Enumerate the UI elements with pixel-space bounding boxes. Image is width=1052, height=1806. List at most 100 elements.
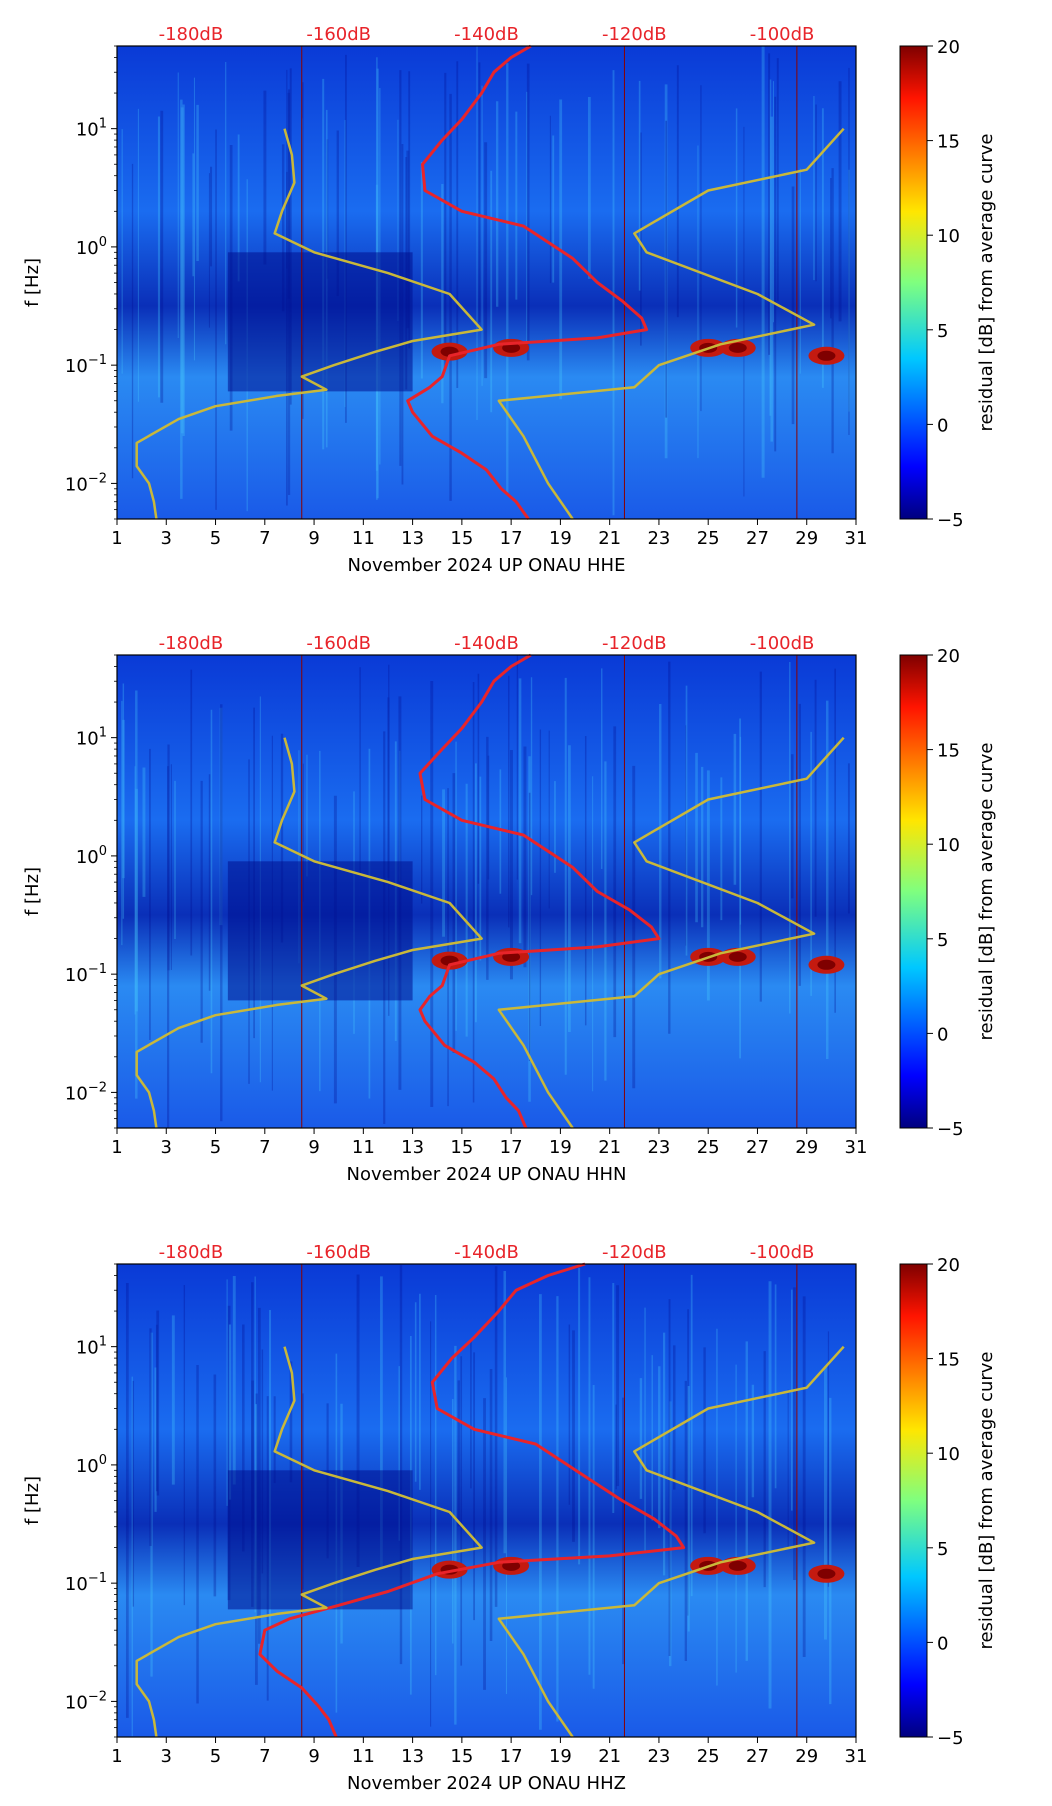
x-tick-label: 7 [259,1746,270,1767]
y-tick-label: 100 [76,1453,107,1477]
average-psd-curve [258,1262,686,1738]
x-tick-label: 11 [352,1137,375,1158]
x-tick-label: 27 [746,1137,769,1158]
x-tick-label: 13 [401,528,424,549]
colorbar-tick-label: 0 [937,415,948,436]
x-tick-label: 15 [450,1137,473,1158]
top-db-label: -100dB [750,24,815,45]
microseism-core [502,951,521,962]
x-tick-label: 21 [598,528,621,549]
colorbar-tick-label: 20 [937,37,960,58]
x-tick-label: 19 [549,528,572,549]
y-tick-label: 10−2 [65,471,107,495]
colorbar-tick-label: 5 [937,930,948,951]
x-tick-label: 29 [795,528,818,549]
colorbar-tick-label: 15 [937,1350,960,1371]
noise-model-curve [135,1346,483,1738]
x-tick-label: 3 [161,1746,172,1767]
colorbar-tick-label: 10 [937,226,960,247]
y-tick-label: 100 [76,235,107,259]
x-tick-label: 31 [845,1137,868,1158]
quiet-region [227,861,413,1001]
x-tick-label: 3 [161,1137,172,1158]
top-db-label: -180dB [159,633,224,654]
x-tick-label: 7 [259,528,270,549]
x-axis-label: November 2024 UP ONAU HHE [348,555,626,576]
microseism-core [728,951,747,962]
y-tick-label: 100 [76,844,107,868]
x-tick-label: 11 [352,1746,375,1767]
microseism-core [728,1560,747,1571]
colorbar-tick-label: −5 [937,1728,964,1749]
microseism-core [817,959,836,970]
x-tick-label: 5 [210,1137,221,1158]
x-tick-label: 15 [450,528,473,549]
colorbar-tick-label: 0 [937,1024,948,1045]
colorbar-tick-label: 5 [937,321,948,342]
x-tick-label: 31 [845,1746,868,1767]
colorbar-label: residual [dB] from average curve [976,1351,997,1649]
microseism-core [502,1560,521,1571]
x-tick-label: 19 [549,1746,572,1767]
y-tick-label: 10−1 [65,1571,107,1595]
x-tick-label: 17 [500,1137,523,1158]
x-tick-label: 27 [746,1746,769,1767]
top-db-label: -100dB [750,633,815,654]
top-db-label: -100dB [750,1242,815,1263]
colorbar-tick-label: −5 [937,510,964,531]
x-tick-label: 9 [308,1746,319,1767]
top-db-label: -120dB [602,633,667,654]
top-db-label: -140dB [454,1242,519,1263]
top-db-label: -120dB [602,24,667,45]
y-axis-label: f [Hz] [22,867,43,916]
top-db-label: -140dB [454,633,519,654]
top-db-label: -120dB [602,1242,667,1263]
colorbar-label: residual [dB] from average curve [976,133,997,431]
y-axis-label: f [Hz] [22,1476,43,1525]
x-tick-label: 19 [549,1137,572,1158]
y-tick-label: 101 [76,726,107,750]
x-tick-label: 5 [210,528,221,549]
x-tick-label: 9 [308,1137,319,1158]
average-psd-curve [406,44,649,520]
y-axis-label: f [Hz] [22,258,43,307]
y-tick-label: 10−1 [65,962,107,986]
noise-model-curve [497,127,845,520]
colorbar-tick-label: 20 [937,646,960,667]
x-tick-label: 13 [401,1137,424,1158]
x-tick-label: 9 [308,528,319,549]
x-tick-label: 13 [401,1746,424,1767]
colorbar-tick-label: 15 [937,741,960,762]
average-psd-curve [418,653,661,1129]
x-tick-label: 23 [647,1137,670,1158]
x-tick-label: 25 [697,528,720,549]
x-tick-label: 21 [598,1137,621,1158]
top-db-label: -180dB [159,24,224,45]
x-tick-label: 29 [795,1137,818,1158]
microseism-core [817,350,836,361]
x-axis-label: November 2024 UP ONAU HHZ [347,1773,626,1794]
noise-model-curve [135,737,483,1129]
x-tick-label: 29 [795,1746,818,1767]
y-tick-label: 101 [76,1335,107,1359]
top-db-label: -160dB [306,633,371,654]
x-tick-label: 5 [210,1746,221,1767]
x-tick-label: 17 [500,528,523,549]
colorbar-tick-label: 10 [937,1444,960,1465]
microseism-core [817,1568,836,1579]
y-tick-label: 10−2 [65,1080,107,1104]
top-db-label: -160dB [306,1242,371,1263]
colorbar-tick-label: 20 [937,1255,960,1276]
x-tick-label: 27 [746,528,769,549]
colorbar-tick-label: 0 [937,1633,948,1654]
colorbar-tick-label: 10 [937,835,960,856]
x-tick-label: 1 [111,1137,122,1158]
noise-model-curve [497,736,845,1129]
x-tick-label: 1 [111,528,122,549]
x-tick-label: 23 [647,1746,670,1767]
top-db-label: -140dB [454,24,519,45]
colorbar-tick-label: −5 [937,1119,964,1140]
